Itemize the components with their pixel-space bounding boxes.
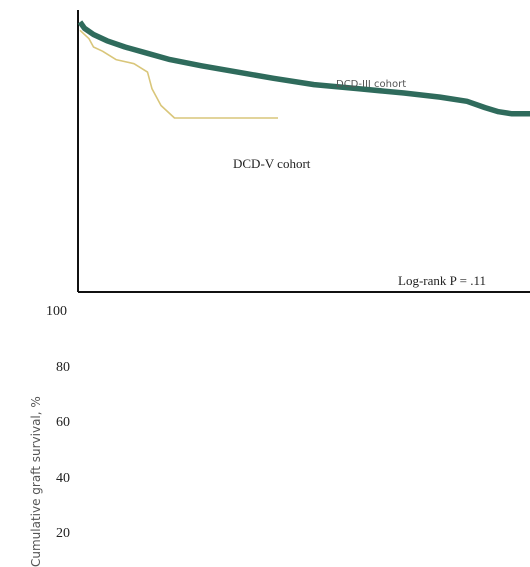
y-tick-label-40: 40 (56, 471, 70, 486)
y-tick-label-80: 80 (56, 360, 70, 375)
y-tick-label-20: 20 (56, 526, 70, 541)
series-dcd-iii-line (77, 20, 530, 117)
series-dcd-iii-label: DCD-III cohort (336, 79, 406, 90)
y-tick-label-60: 60 (56, 415, 70, 430)
y-axis-label: Cumulative graft survival, % (29, 396, 43, 567)
log-rank-annotation: Log-rank P = .11 (398, 273, 486, 288)
series-dcd-v-line (79, 29, 278, 119)
series-dcd-v-label: DCD-V cohort (233, 156, 311, 171)
y-tick-label-100: 100 (46, 304, 67, 319)
